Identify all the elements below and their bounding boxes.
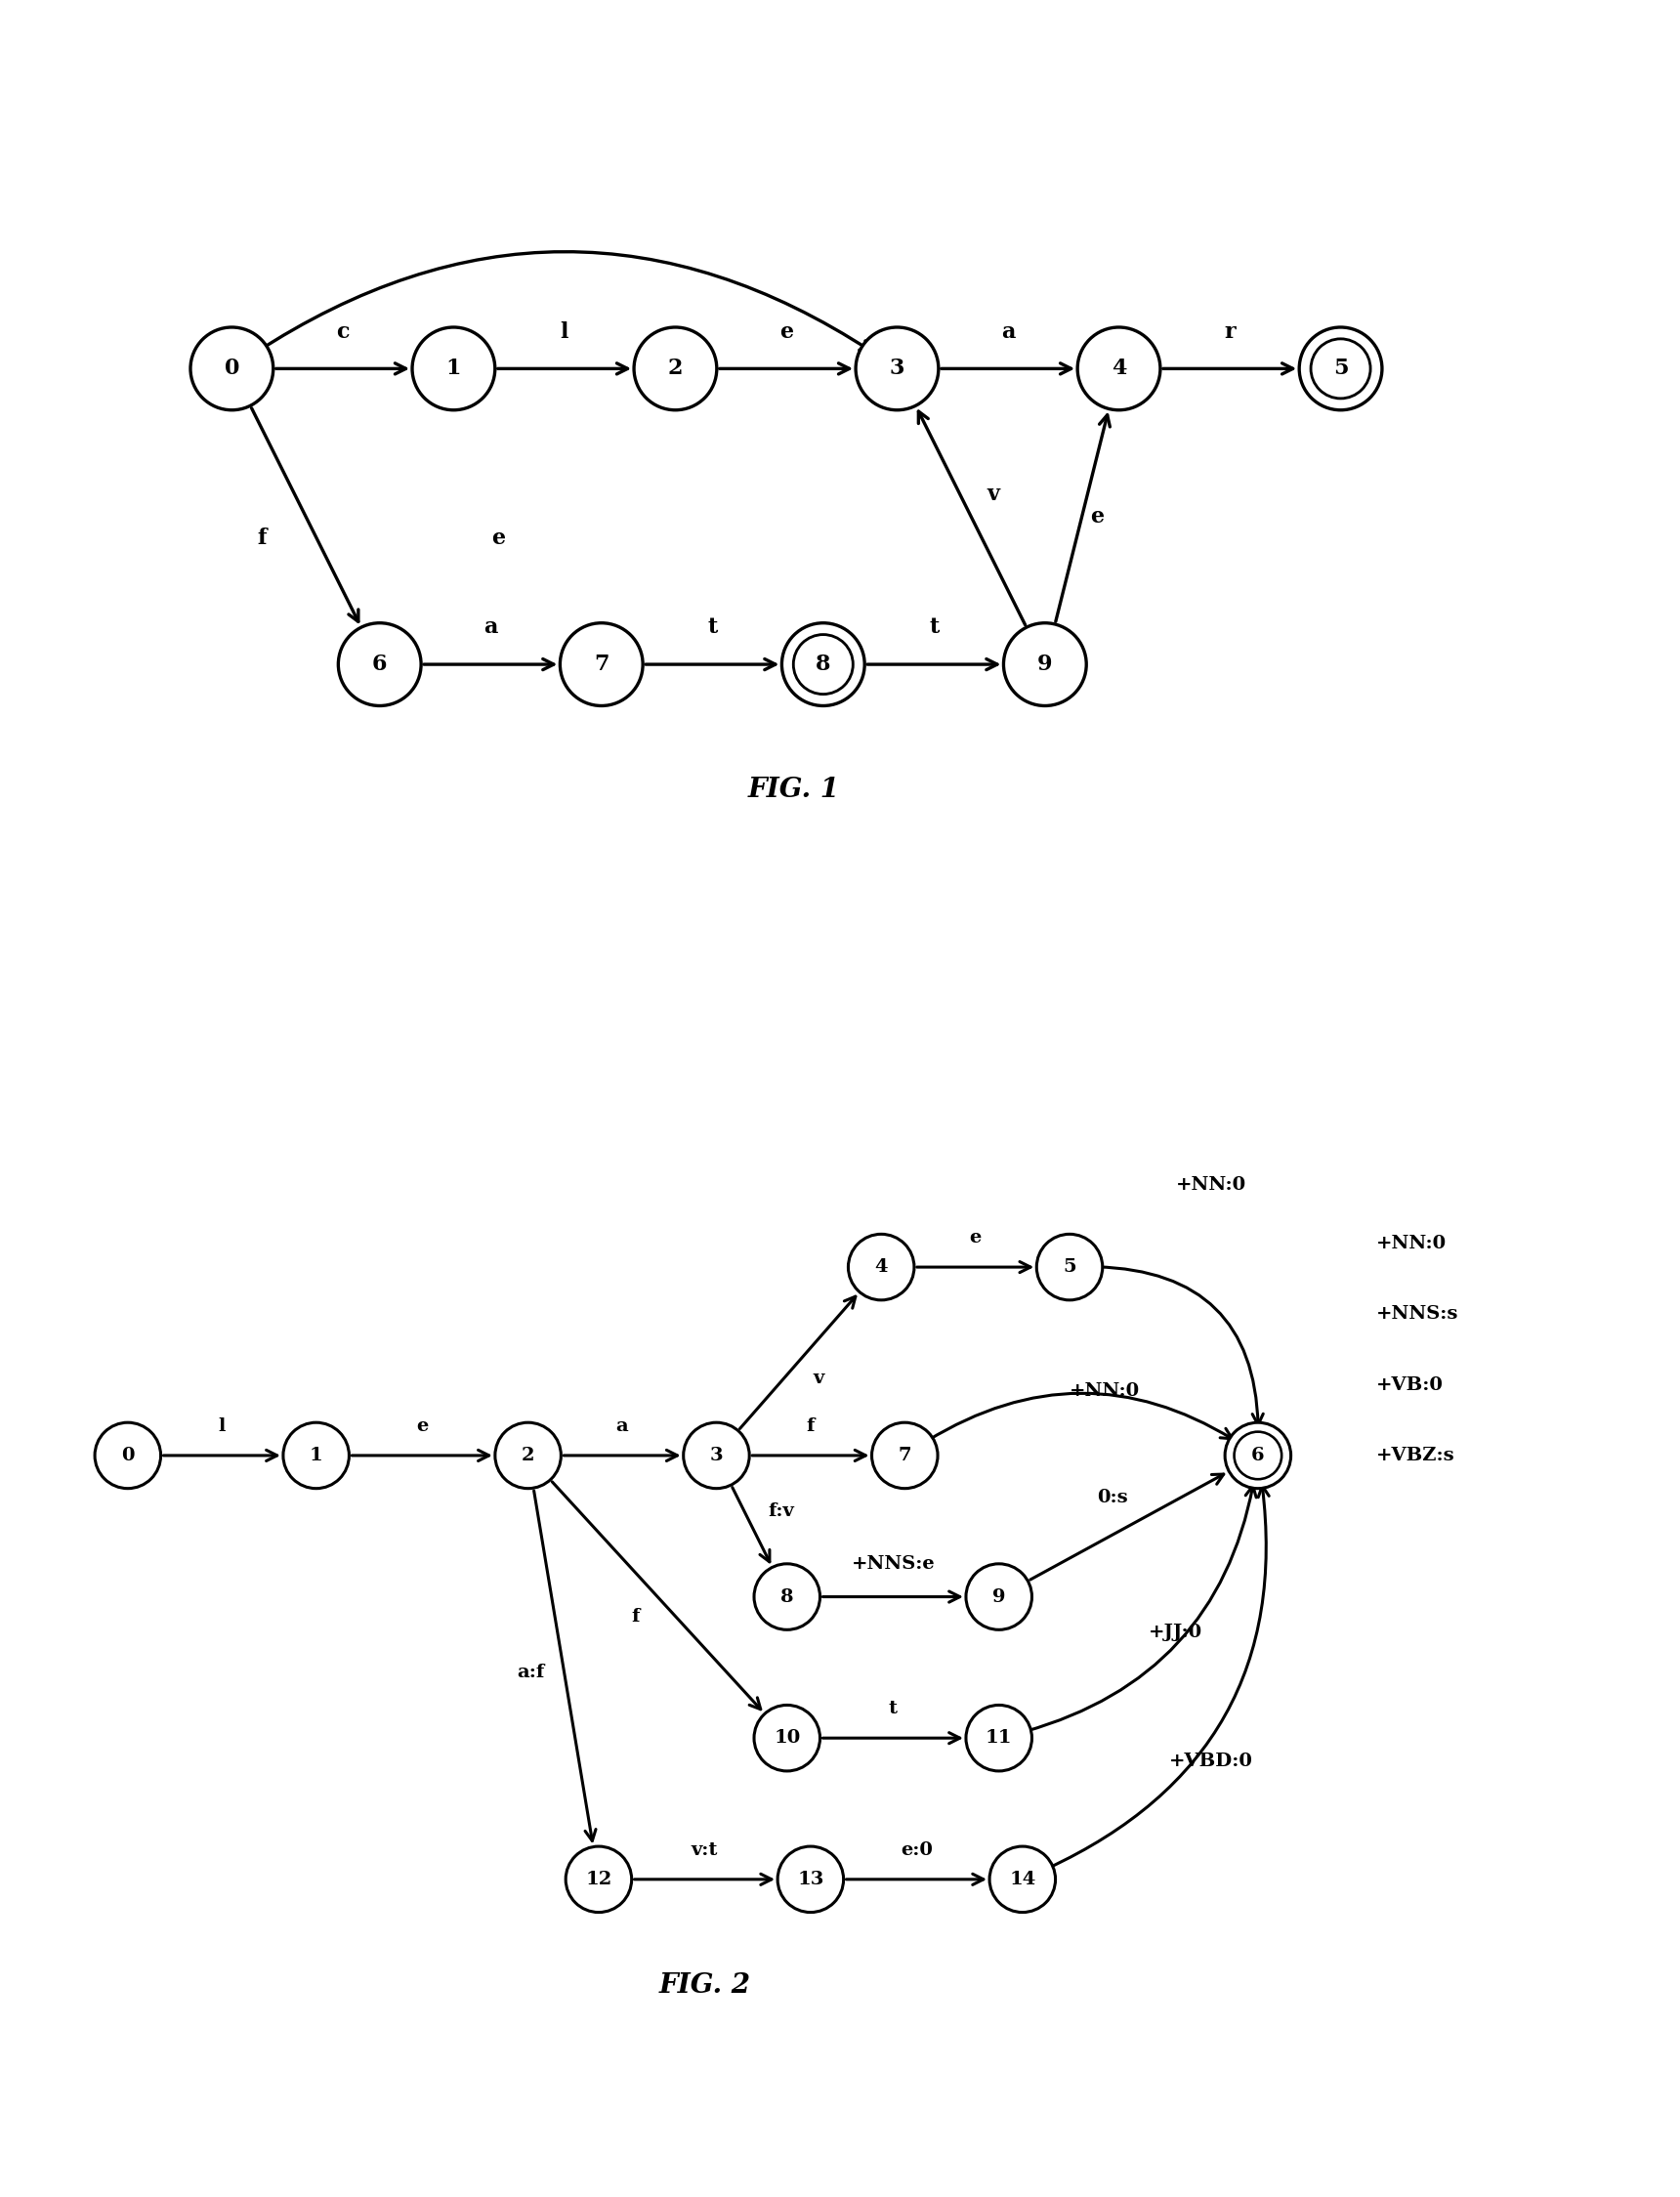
Circle shape [966, 1705, 1032, 1771]
Text: 7: 7 [593, 655, 610, 674]
Circle shape [872, 1421, 937, 1487]
Circle shape [684, 1421, 749, 1487]
Circle shape [496, 1421, 561, 1487]
Circle shape [781, 624, 865, 705]
Text: +NN:0: +NN:0 [1070, 1382, 1141, 1399]
Circle shape [1077, 327, 1161, 411]
Text: FIG. 2: FIG. 2 [659, 1973, 751, 1999]
Circle shape [284, 1421, 349, 1487]
Circle shape [412, 327, 496, 411]
Text: l: l [561, 321, 568, 343]
Text: 11: 11 [986, 1729, 1013, 1747]
Text: f: f [632, 1608, 640, 1626]
Text: +NNS:e: +NNS:e [852, 1555, 934, 1573]
Circle shape [855, 327, 939, 411]
Text: 2: 2 [521, 1446, 534, 1463]
Text: t: t [707, 617, 717, 637]
Circle shape [190, 327, 274, 411]
Text: +VBZ:s: +VBZ:s [1376, 1446, 1455, 1463]
Text: t: t [929, 617, 939, 637]
Text: 3: 3 [890, 358, 904, 380]
Text: v:t: v:t [690, 1841, 717, 1859]
Text: e: e [969, 1228, 981, 1246]
Text: 2: 2 [667, 358, 684, 380]
Text: 6: 6 [371, 655, 388, 674]
Text: 6: 6 [1252, 1446, 1265, 1463]
Text: v: v [813, 1369, 823, 1386]
Text: f: f [257, 527, 265, 549]
Circle shape [1003, 624, 1087, 705]
Circle shape [778, 1845, 843, 1911]
Text: 8: 8 [815, 655, 832, 674]
Text: 8: 8 [781, 1588, 793, 1606]
Text: 0: 0 [121, 1446, 134, 1463]
Circle shape [966, 1564, 1032, 1630]
Circle shape [559, 624, 643, 705]
Text: a: a [484, 617, 497, 637]
Text: 14: 14 [1010, 1870, 1037, 1887]
Text: e:0: e:0 [900, 1841, 932, 1859]
Text: +JJ:0: +JJ:0 [1149, 1624, 1203, 1641]
Text: 5: 5 [1332, 358, 1349, 380]
Text: c: c [336, 321, 349, 343]
Text: e: e [417, 1417, 428, 1435]
Text: 4: 4 [1112, 358, 1126, 380]
Text: e: e [1090, 505, 1104, 527]
Circle shape [633, 327, 717, 411]
Text: a: a [617, 1417, 628, 1435]
Text: f: f [806, 1417, 815, 1435]
Text: 9: 9 [1037, 655, 1053, 674]
Text: 5: 5 [1063, 1259, 1077, 1276]
Circle shape [1037, 1235, 1102, 1301]
Circle shape [754, 1564, 820, 1630]
Text: v: v [986, 483, 1000, 505]
Text: 0:s: 0:s [1097, 1487, 1127, 1505]
Text: +VB:0: +VB:0 [1376, 1375, 1443, 1393]
Circle shape [1225, 1421, 1290, 1487]
Circle shape [754, 1705, 820, 1771]
Text: 0: 0 [225, 358, 239, 380]
Text: 1: 1 [309, 1446, 323, 1463]
Text: a: a [1001, 321, 1015, 343]
Text: 12: 12 [585, 1870, 612, 1887]
Text: f:v: f:v [768, 1503, 795, 1520]
Text: FIG. 1: FIG. 1 [748, 778, 840, 804]
Text: e: e [780, 321, 793, 343]
Circle shape [1299, 327, 1383, 411]
Text: r: r [1225, 321, 1235, 343]
Circle shape [793, 635, 853, 694]
Text: +NN:0: +NN:0 [1176, 1175, 1247, 1193]
Text: 1: 1 [445, 358, 462, 380]
Text: 9: 9 [993, 1588, 1006, 1606]
Text: a:f: a:f [517, 1663, 544, 1681]
Text: +NNS:s: +NNS:s [1376, 1305, 1458, 1323]
Text: +NN:0: +NN:0 [1376, 1235, 1446, 1252]
Text: 4: 4 [875, 1259, 887, 1276]
Text: l: l [218, 1417, 225, 1435]
Text: 7: 7 [899, 1446, 911, 1463]
Text: 10: 10 [774, 1729, 800, 1747]
Text: +VBD:0: +VBD:0 [1169, 1753, 1253, 1771]
Text: 13: 13 [798, 1870, 823, 1887]
Circle shape [1310, 338, 1371, 398]
Circle shape [1235, 1432, 1282, 1479]
Circle shape [338, 624, 422, 705]
Circle shape [848, 1235, 914, 1301]
Circle shape [990, 1845, 1055, 1911]
Circle shape [94, 1421, 161, 1487]
Text: t: t [889, 1700, 897, 1718]
Circle shape [566, 1845, 632, 1911]
Text: 3: 3 [709, 1446, 722, 1463]
Text: e: e [491, 527, 506, 549]
